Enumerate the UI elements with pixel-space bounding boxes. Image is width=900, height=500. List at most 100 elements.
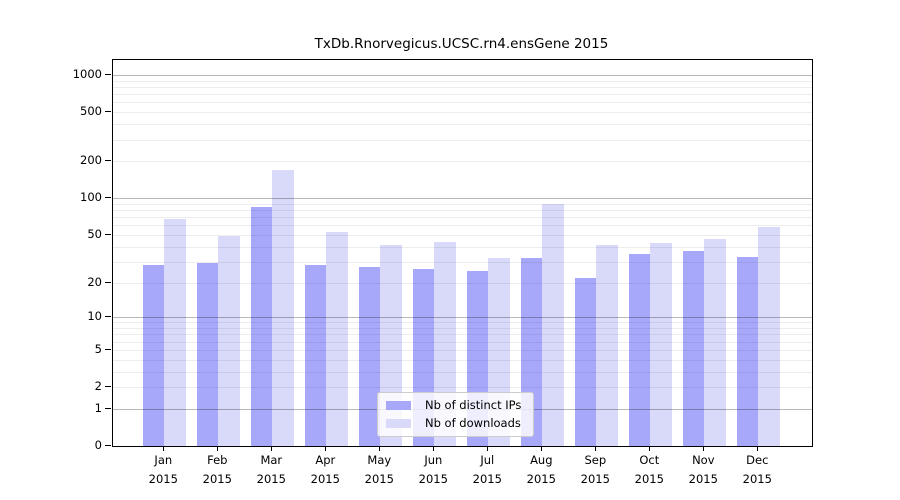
x-tick-year-jul: 2015 <box>472 472 502 486</box>
legend-label-downloads: Nb of downloads <box>425 416 521 430</box>
x-tick-year-may: 2015 <box>364 472 394 486</box>
x-tick-year-aug: 2015 <box>526 472 556 486</box>
minor-gridline-4 <box>113 359 812 361</box>
minor-gridline-900 <box>113 80 812 82</box>
minor-gridline-8 <box>113 328 812 329</box>
y-tick-label-200: 200 <box>80 153 102 168</box>
bar-distinct-ips-nov <box>682 250 705 446</box>
plot-area <box>112 59 813 447</box>
minor-gridline-6 <box>113 341 812 343</box>
minor-gridline-5 <box>113 349 812 351</box>
minor-gridline-200 <box>113 161 812 163</box>
legend-row-downloads: Nb of downloads <box>386 417 521 430</box>
x-tickmark-nov <box>703 446 704 451</box>
chart-title: TxDb.Rnorvegicus.UCSC.rn4.ensGene 2015 <box>314 36 609 52</box>
legend: Nb of distinct IPs Nb of downloads <box>377 392 535 437</box>
x-tick-label-jul: Jul 2015 <box>460 451 514 489</box>
minor-gridline-70 <box>113 217 812 219</box>
bar-distinct-ips-oct <box>628 253 651 446</box>
y-tickmark-50 <box>105 234 111 235</box>
x-tick-label-sep: Sep 2015 <box>568 451 622 489</box>
y-tick-label-20: 20 <box>87 274 102 289</box>
y-tick-label-2: 2 <box>94 379 102 393</box>
x-tick-month-oct: Oct <box>639 453 660 467</box>
bar-downloads-feb <box>218 235 241 446</box>
y-tickmark-100 <box>105 197 111 198</box>
y-tickmark-200 <box>105 160 111 161</box>
x-tick-year-dec: 2015 <box>742 472 772 486</box>
bar-distinct-ips-feb <box>196 263 219 446</box>
x-tickmark-sep <box>595 446 596 451</box>
legend-row-distinct-ips: Nb of distinct IPs <box>386 399 521 412</box>
x-tick-label-apr: Apr 2015 <box>298 451 352 489</box>
minor-gridline-20 <box>113 282 812 284</box>
minor-gridline-3 <box>113 371 812 373</box>
bar-downloads-oct <box>650 242 673 446</box>
minor-gridline-700 <box>113 94 812 96</box>
minor-gridline-50 <box>113 234 812 236</box>
bar-downloads-aug <box>542 203 565 446</box>
minor-gridline-40 <box>113 246 812 248</box>
bar-downloads-apr <box>326 231 349 446</box>
y-tickmark-2 <box>105 386 111 387</box>
x-tick-month-mar: Mar <box>260 453 283 467</box>
x-tick-label-mar: Mar 2015 <box>244 451 298 489</box>
x-tick-label-nov: Nov 2015 <box>676 451 730 489</box>
bar-downloads-dec <box>758 227 781 446</box>
minor-gridline-7 <box>113 334 812 336</box>
x-tick-month-apr: Apr <box>315 453 336 467</box>
y-tick-label-50: 50 <box>87 226 102 241</box>
minor-gridline-300 <box>113 139 812 141</box>
x-tick-year-sep: 2015 <box>580 472 610 486</box>
bar-downloads-mar <box>272 169 295 446</box>
x-tick-year-jan: 2015 <box>148 472 178 486</box>
x-tick-label-oct: Oct 2015 <box>622 451 676 489</box>
x-tickmark-apr <box>325 446 326 451</box>
minor-gridline-800 <box>113 87 812 88</box>
x-tickmark-aug <box>541 446 542 451</box>
x-tick-month-dec: Dec <box>746 453 769 467</box>
x-tickmark-oct <box>649 446 650 451</box>
minor-gridline-30 <box>113 261 812 263</box>
minor-gridline-600 <box>113 102 812 104</box>
x-tick-label-may: May 2015 <box>352 451 406 489</box>
x-tick-label-aug: Aug 2015 <box>514 451 568 489</box>
minor-gridline-80 <box>113 210 812 211</box>
y-tickmark-20 <box>105 282 111 283</box>
x-tick-month-jan: Jan <box>154 453 173 467</box>
legend-swatch-distinct-ips <box>386 401 411 410</box>
x-tickmark-jan <box>163 446 164 451</box>
x-tickmark-mar <box>271 446 272 451</box>
bar-distinct-ips-mar <box>250 207 273 446</box>
minor-gridline-2 <box>113 387 812 388</box>
bar-distinct-ips-jan <box>142 265 165 446</box>
bar-downloads-sep <box>596 245 619 446</box>
bar-distinct-ips-apr <box>304 265 327 446</box>
x-tickmark-dec <box>757 446 758 451</box>
x-tick-label-jun: Jun 2015 <box>406 451 460 489</box>
x-tick-month-jul: Jul <box>480 453 495 467</box>
y-tick-label-10: 10 <box>87 309 102 324</box>
minor-gridline-9 <box>113 322 812 324</box>
y-tickmark-10 <box>105 316 111 317</box>
x-tick-year-mar: 2015 <box>256 472 286 486</box>
x-tick-month-feb: Feb <box>207 453 228 467</box>
x-tick-month-jun: Jun <box>424 453 443 467</box>
y-tick-label-0: 0 <box>94 438 102 452</box>
x-tick-year-oct: 2015 <box>634 472 664 486</box>
x-tick-month-aug: Aug <box>530 453 553 467</box>
bar-distinct-ips-sep <box>574 277 597 446</box>
x-tickmark-feb <box>217 446 218 451</box>
x-tick-label-jan: Jan 2015 <box>136 451 190 489</box>
x-tick-month-may: May <box>367 453 392 467</box>
y-tick-label-1: 1 <box>94 400 102 415</box>
y-tick-label-1000: 1000 <box>72 67 102 81</box>
bar-distinct-ips-may <box>358 267 381 446</box>
x-tick-label-dec: Dec 2015 <box>730 451 784 489</box>
y-tick-label-5: 5 <box>94 341 102 356</box>
x-tickmark-jun <box>433 446 434 451</box>
bar-downloads-nov <box>704 239 727 446</box>
bar-distinct-ips-dec <box>736 256 759 446</box>
minor-gridline-500 <box>113 112 812 114</box>
